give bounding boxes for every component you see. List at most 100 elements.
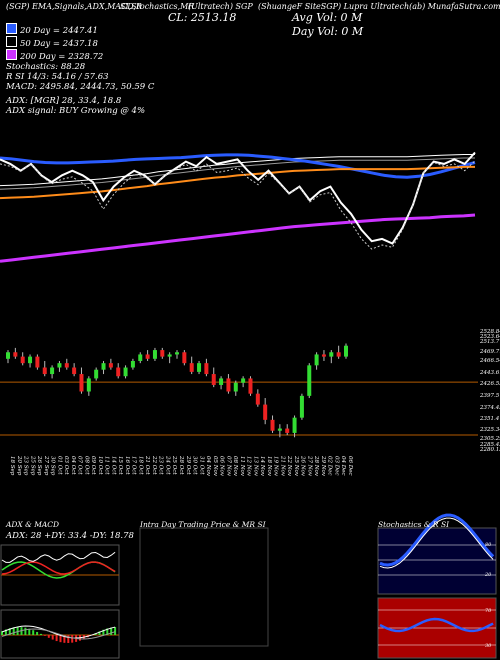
macd-histogram-bar (106, 628, 109, 635)
adx-minus-line (1, 561, 116, 575)
candle-body (130, 360, 135, 368)
price-axis-label: 2528.84 (479, 329, 500, 335)
intraday-panel-frame (139, 527, 269, 647)
avg-volume: Avg Vol: 0 M (292, 11, 363, 24)
stoch-d-line (379, 517, 494, 569)
date-axis-label: 31 Oct (198, 456, 204, 475)
close-price: CL: 2513.18 (168, 11, 237, 24)
stoch-rsi-title: Stochastics & R SI (378, 520, 450, 529)
legend-stochastics: Stochastics: 88.28 (6, 62, 86, 72)
candle-body (321, 354, 326, 357)
date-axis-label: 25 Sep (29, 455, 35, 476)
candle-body (108, 363, 113, 368)
upper-thin-grey-line (0, 157, 475, 190)
rsi-label-30: 30 (485, 643, 492, 649)
macd-histogram-bar (59, 635, 62, 643)
legend-adx: ADX: [MGR] 28, 33.4, 18.8 (6, 96, 122, 106)
date-axis-label: 11 Oct (104, 456, 110, 475)
candle-body (292, 417, 297, 433)
candle-body (116, 367, 121, 377)
date-axis-label: 19 Nov (273, 456, 279, 477)
header-mid-title: SI,Stochastics,MR (120, 2, 195, 11)
date-axis-label: 25 Nov (293, 455, 299, 477)
date-axis-label: 01 Oct (56, 456, 62, 475)
macd-histogram-bar (47, 635, 50, 638)
macd-histogram-bar (36, 631, 39, 635)
candle-body (72, 367, 77, 375)
price-axis-label: 2466.54 (479, 358, 500, 364)
candle-body (160, 350, 165, 357)
date-axis-label: 21 Nov (279, 455, 285, 477)
stoch-label-80: 80 (485, 542, 492, 548)
date-axis-label: 02 Dec (327, 456, 333, 476)
legend-rsi: R SI 14/3: 54.16 / 57.63 (6, 72, 109, 82)
candle-body (35, 356, 40, 368)
date-axis-label: 03 Oct (63, 456, 69, 475)
candle-body (101, 363, 106, 370)
macd-histogram-bar (32, 630, 35, 635)
candle-body (94, 369, 99, 379)
macd-histogram-bar (1, 631, 3, 635)
price-axis-label: 2443.61 (479, 370, 500, 376)
macd-line (1, 625, 116, 639)
candle-body (336, 352, 341, 357)
candle-body (197, 363, 202, 372)
candle-body (57, 363, 62, 368)
macd-histogram-bar (8, 628, 11, 635)
candle-body (138, 354, 143, 361)
candle-body (86, 378, 91, 392)
stoch-k-line (379, 513, 495, 567)
date-axis-label: 14 Oct (110, 456, 116, 475)
date-axis-label: 30 Sep (50, 456, 56, 476)
date-axis-label: 07 Oct (77, 456, 83, 475)
date-axis-label: 23 Oct (158, 455, 164, 475)
legend-adx-signal: ADX signal: BUY Growing @ 4% (6, 106, 146, 116)
intraday-title: Intra Day Trading Price & MR SI (140, 520, 266, 529)
candle-body (299, 395, 304, 418)
date-axis-label: 04 Nov (205, 456, 211, 477)
date-axis-label: 16 Oct (124, 456, 130, 475)
candle-body (241, 378, 246, 383)
price-axis-label: 2397.5 (479, 393, 500, 399)
macd-histogram-bar (24, 627, 27, 635)
candle-body (20, 356, 25, 364)
dotted-signal-line (0, 160, 476, 250)
candle-body (182, 352, 187, 364)
date-axis-label: 11 Nov (239, 456, 245, 477)
candle-body (175, 352, 179, 355)
candle-body (285, 428, 290, 433)
price-axis-label: 2351.4 (479, 416, 500, 422)
macd-histogram-bar (43, 635, 46, 636)
macd-histogram-bar (40, 633, 42, 635)
price-axis-label: 2426.55 (479, 381, 500, 387)
macd-histogram-bar (98, 631, 101, 635)
series-line-ema200 (0, 213, 476, 263)
candle-body (79, 374, 84, 392)
date-axis-label: 15 Oct (117, 456, 123, 475)
legend-macd: MACD: 2495.84, 2444.73, 50.59 C (6, 82, 155, 92)
date-axis-label: 10 Oct (97, 456, 103, 475)
candle-body (211, 374, 216, 385)
date-axis-label: 04 Oct (70, 456, 76, 475)
header-mid2-title: (Ultratech) SGP (188, 2, 253, 11)
candle-body (329, 352, 334, 357)
macd-histogram-bar (28, 628, 31, 635)
candle-body (6, 352, 10, 359)
macd-histogram-bar (71, 635, 74, 643)
candle-body (248, 378, 253, 394)
date-axis-label: 25 Oct (171, 455, 177, 475)
price-axis-label: 2285.42 (479, 442, 500, 448)
date-axis-label: 13 Nov (252, 456, 258, 477)
candle-body (233, 382, 238, 392)
macd-histogram-bar (12, 627, 15, 635)
date-axis-label: 12 Nov (246, 456, 252, 477)
date-axis-label: 27 Sep (43, 455, 49, 476)
macd-histogram-bar (16, 627, 19, 635)
date-axis-label: 04 Dec (340, 456, 346, 476)
candle-body (226, 378, 231, 392)
ema200-swatch-icon (6, 49, 17, 60)
legend-ema200-label: 200 Day = 2328.72 (20, 52, 104, 62)
date-axis-label: 20 Sep (16, 455, 22, 476)
date-axis-label: 07 Nov (225, 456, 231, 477)
